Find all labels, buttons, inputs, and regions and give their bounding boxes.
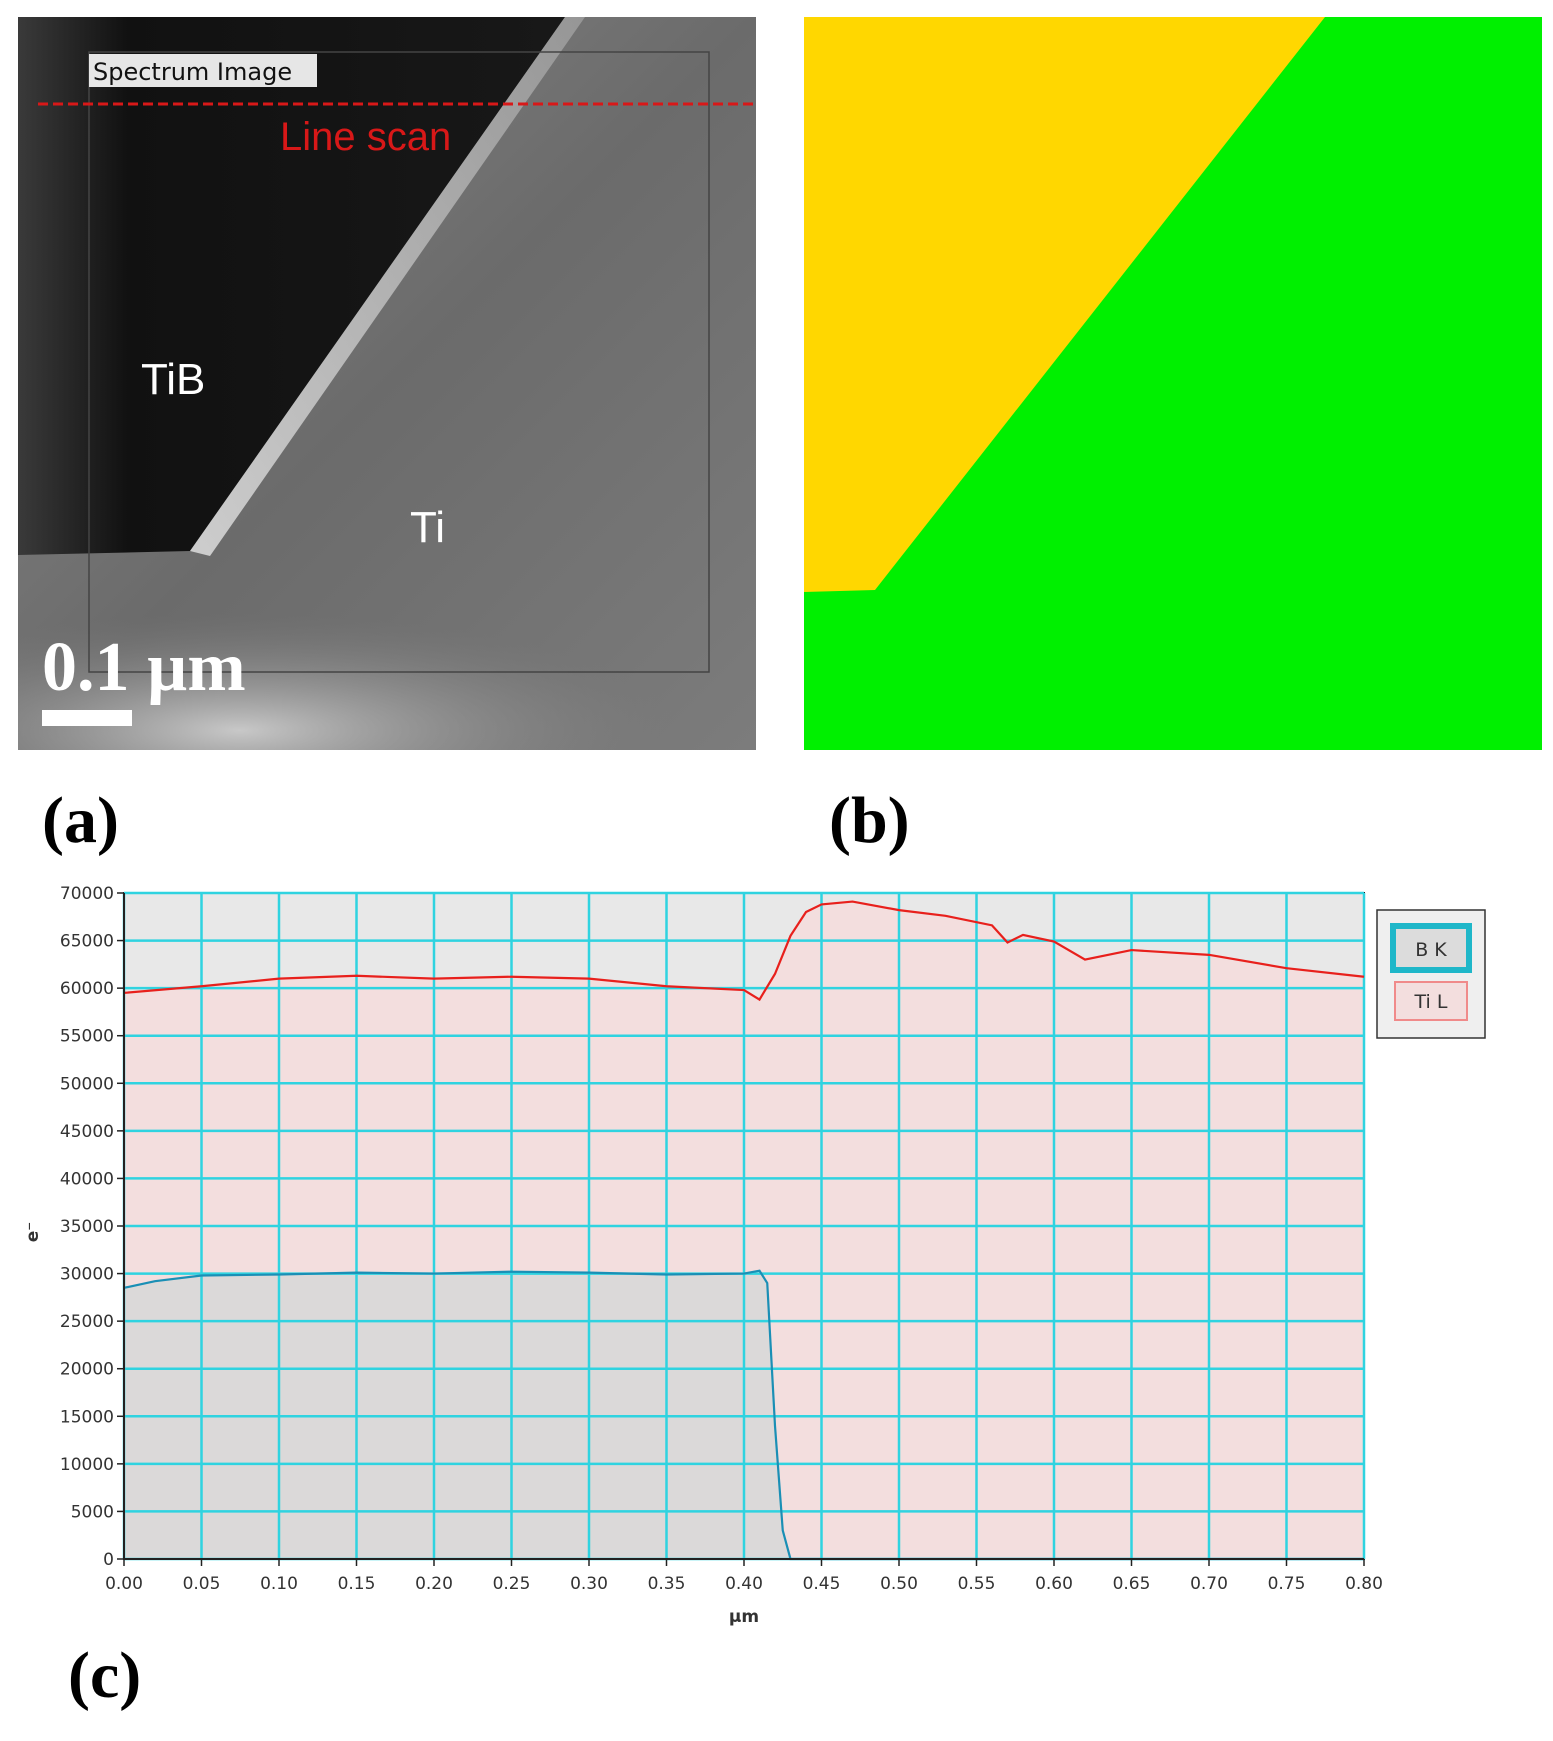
legend-item-bk[interactable] [1390,923,1472,973]
x-tick-label-7: 0.35 [648,1574,686,1594]
x-tick-label-11: 0.55 [958,1574,996,1594]
line-profile-chart: 0 5000 10000 15000 20000 25000 30000 35000 40000… [23,884,1486,1627]
x-tick-label-15: 0.75 [1268,1574,1306,1594]
x-tick-label-10: 0.50 [880,1574,918,1594]
y-axis-label: e⁻ [23,1222,43,1243]
x-axis-ticks: 0.00 0.05 0.10 0.15 0.20 0.25 0.30 0.35 0.40 0.45… [105,1559,1383,1594]
y-tick-label-5: 25000 [60,1312,114,1332]
y-tick-label-9: 45000 [60,1122,114,1142]
line-scan-label: Line scan [280,115,451,159]
interface-edge [190,17,585,556]
y-tick-label-13: 65000 [60,932,114,952]
scale-bar [42,710,132,726]
bottom-glow [18,555,756,750]
x-tick-label-16: 0.80 [1345,1574,1383,1594]
series-line-1 [123,1269,1364,1561]
series-line-0 [123,900,1365,1002]
y-tick-label-11: 55000 [60,1027,114,1047]
panel-a-tag: (a) [42,784,119,857]
legend: B K Ti L [1376,909,1486,1039]
x-tick-label-2: 0.10 [260,1574,298,1594]
y-tick-label-10: 50000 [60,1074,114,1094]
x-tick-label-12: 0.60 [1035,1574,1073,1594]
x-tick-label-0: 0.00 [105,1574,143,1594]
panel-a-micrograph: Spectrum Image Line scan TiB Ti 0.1 µm [18,17,756,750]
y-tick-label-14: 70000 [60,884,114,904]
x-tick-label-1: 0.05 [183,1574,221,1594]
y-tick-label-1: 5000 [71,1502,114,1522]
spectrum-image-label-bg [89,54,317,87]
x-tick-label-6: 0.30 [570,1574,608,1594]
y-tick-label-7: 35000 [60,1217,114,1237]
x-axis-label: µm [729,1607,759,1627]
panel-b-phase-map [804,17,1542,750]
x-tick-label-3: 0.15 [338,1574,376,1594]
y-axis-ticks: 0 5000 10000 15000 20000 25000 30000 35000 40000… [60,884,124,1570]
spectrum-image-frame [88,51,710,673]
tib-label: TiB [141,355,205,404]
x-tick-label-9: 0.45 [803,1574,841,1594]
legend-label-bk: B K [1415,939,1447,961]
y-tick-label-6: 30000 [60,1265,114,1285]
y-tick-label-12: 60000 [60,979,114,999]
y-tick-label-0: 0 [103,1550,114,1570]
tib-phase-region [804,17,1325,592]
panel-b-tag: (b) [829,784,910,857]
x-tick-label-14: 0.70 [1190,1574,1228,1594]
x-tick-label-13: 0.65 [1113,1574,1151,1594]
y-tick-label-3: 15000 [60,1407,114,1427]
legend-item-til[interactable] [1394,981,1468,1021]
y-tick-label-2: 10000 [60,1455,114,1475]
x-tick-label-4: 0.20 [415,1574,453,1594]
tib-region [18,17,565,555]
legend-label-til: Ti L [1414,991,1448,1013]
scale-bar-label: 0.1 µm [42,629,246,706]
x-tick-label-8: 0.40 [725,1574,763,1594]
y-tick-label-4: 20000 [60,1360,114,1380]
ti-label: Ti [410,503,445,552]
y-tick-label-8: 40000 [60,1169,114,1189]
x-tick-label-5: 0.25 [493,1574,531,1594]
spectrum-image-label: Spectrum Image [93,58,292,86]
panel-c-tag: (c) [68,1639,141,1712]
